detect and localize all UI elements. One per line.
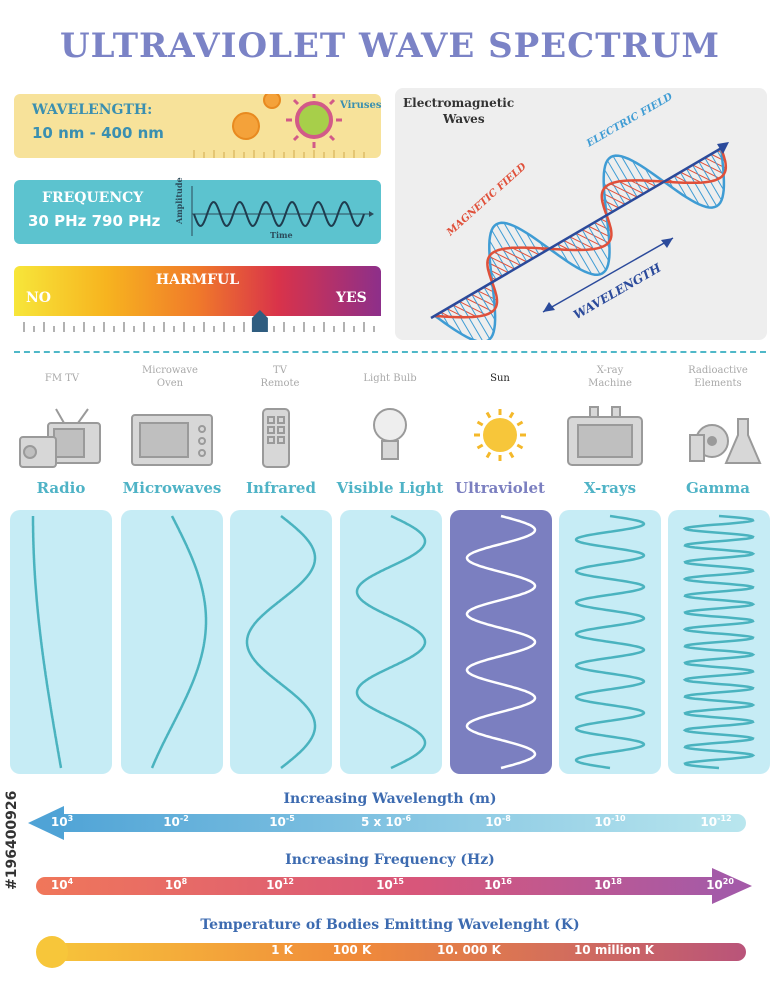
wave-card-microwaves — [121, 510, 223, 774]
em-title-line2: Waves — [443, 112, 485, 126]
source-label-remote: TV Remote — [260, 365, 300, 389]
frequency-axis-title: Increasing Frequency (Hz) — [285, 852, 495, 868]
axis-tick-label: 1016 — [484, 877, 512, 892]
wavelength-arrow — [542, 237, 674, 313]
virus-small-icon — [263, 94, 281, 109]
wavelength-axis-title: Increasing Wavelength (m) — [283, 791, 497, 807]
source-label-bulb: Light Bulb — [363, 373, 417, 384]
band-xrays: X-rays — [583, 479, 637, 497]
source-label-radioactive: Radioactive Elements — [688, 365, 748, 389]
axis-tick-label: 1020 — [706, 877, 734, 892]
harmful-scale — [14, 310, 381, 332]
microwave-oven-icon — [131, 414, 213, 466]
viruses-label: Viruses — [340, 100, 382, 111]
wave-card-visible-light — [340, 510, 442, 774]
xray-machine-icon — [567, 406, 643, 466]
frequency-value: 30 PHz 790 PHz — [28, 212, 161, 230]
harmful-yes-label: YES — [336, 290, 367, 306]
wave-line-ultraviolet — [465, 514, 537, 770]
wavelength-value: 10 nm - 400 nm — [32, 124, 164, 142]
em-title-line1: Electromagnetic — [403, 96, 515, 110]
source-label-microwave: Microwave Oven — [142, 365, 198, 389]
harmful-marker-icon — [251, 310, 268, 332]
virus-green-icon — [295, 101, 333, 139]
wavelength-label: WAVELENGTH: — [32, 102, 153, 118]
axis-tick-label: 1012 — [266, 877, 294, 892]
axis-tick-label: 10-8 — [485, 814, 511, 829]
temperature-tick: 100 K — [332, 943, 372, 957]
temperature-tick: 10. 000 K — [437, 943, 501, 957]
source-icons-row — [19, 406, 762, 468]
virus-orange-icon — [232, 112, 260, 140]
wave-line-xrays — [574, 514, 646, 770]
harmful-box: HARMFUL NO YES — [14, 266, 381, 332]
virus-illustration — [193, 94, 365, 158]
radioactive-elements-icon — [689, 418, 762, 464]
wavelength-box: WAVELENGTH: 10 nm - 400 nm Viruses — [14, 94, 382, 158]
axis-tick-label: 1015 — [376, 877, 404, 892]
page-title: ULTRAVIOLET WAVE SPECTRUM — [59, 26, 721, 66]
wave-card-infrared — [230, 510, 332, 774]
frequency-wave — [193, 200, 365, 228]
wavelength-arrow-bar — [28, 806, 746, 840]
frequency-box: FREQUENCY 30 PHz 790 PHz Amplitude Time — [14, 177, 381, 244]
temperature-tick: 10 million K — [573, 943, 655, 957]
harmful-label: HARMFUL — [155, 272, 240, 288]
axis-tick-label: 10-5 — [269, 814, 295, 829]
light-bulb-icon — [373, 408, 407, 460]
wave-card-gamma — [668, 510, 770, 774]
frequency-graph — [191, 186, 374, 236]
wave-line-gamma — [682, 514, 756, 770]
axis-tick-label: 104 — [50, 877, 74, 892]
sun-icon — [474, 409, 526, 461]
temperature-bar — [36, 936, 746, 968]
em-waves-panel: Electromagnetic Waves ELECTRIC FIELD MAG… — [395, 88, 767, 340]
wave-card-radio — [10, 510, 112, 774]
axis-tick-label: 103 — [50, 814, 74, 829]
wave-card-xrays — [559, 510, 661, 774]
axis-tick-label: 10-10 — [594, 814, 626, 829]
stock-id: #196400926 — [4, 790, 20, 890]
wave-line-radio — [31, 516, 63, 769]
source-label-sun: Sun — [490, 373, 510, 384]
axis-tick-label: 10-2 — [163, 814, 189, 829]
axis-tick-label: 1018 — [594, 877, 622, 892]
frequency-arrow-bar — [36, 868, 752, 904]
band-microwaves: Microwaves — [122, 479, 222, 497]
axis-tick-label: 5 x 10-6 — [360, 814, 412, 829]
harmful-no-label: NO — [26, 290, 51, 306]
radio-tv-icon — [19, 408, 101, 468]
source-label-xray: X-ray Machine — [588, 365, 632, 389]
frequency-label: FREQUENCY — [42, 190, 144, 206]
wave-line-microwaves — [150, 515, 208, 769]
ruler-ticks — [193, 150, 365, 158]
temperature-axis-title: Temperature of Bodies Emitting Wavelengh… — [200, 917, 580, 933]
section-divider — [14, 351, 766, 353]
em-wave-illustration — [430, 142, 729, 340]
band-infrared: Infrared — [246, 479, 316, 497]
wave-card-ultraviolet — [450, 510, 552, 774]
band-visible-light: Visible Light — [336, 479, 444, 497]
time-label: Time — [270, 230, 293, 240]
amplitude-label: Amplitude — [174, 177, 184, 224]
source-label-radio: FM TV — [44, 373, 80, 384]
temperature-tick: 1 K — [271, 943, 293, 957]
band-radio: Radio — [36, 479, 86, 497]
axis-tick-label: 108 — [164, 877, 188, 892]
axis-tick-label: 10-12 — [700, 814, 732, 829]
band-ultraviolet: Ultraviolet — [455, 479, 545, 497]
magnetic-field-wave — [434, 147, 728, 319]
band-gamma: Gamma — [686, 479, 750, 497]
tv-remote-icon — [262, 408, 290, 468]
wave-line-infrared — [245, 515, 317, 769]
wave-line-visible-light — [355, 514, 427, 770]
